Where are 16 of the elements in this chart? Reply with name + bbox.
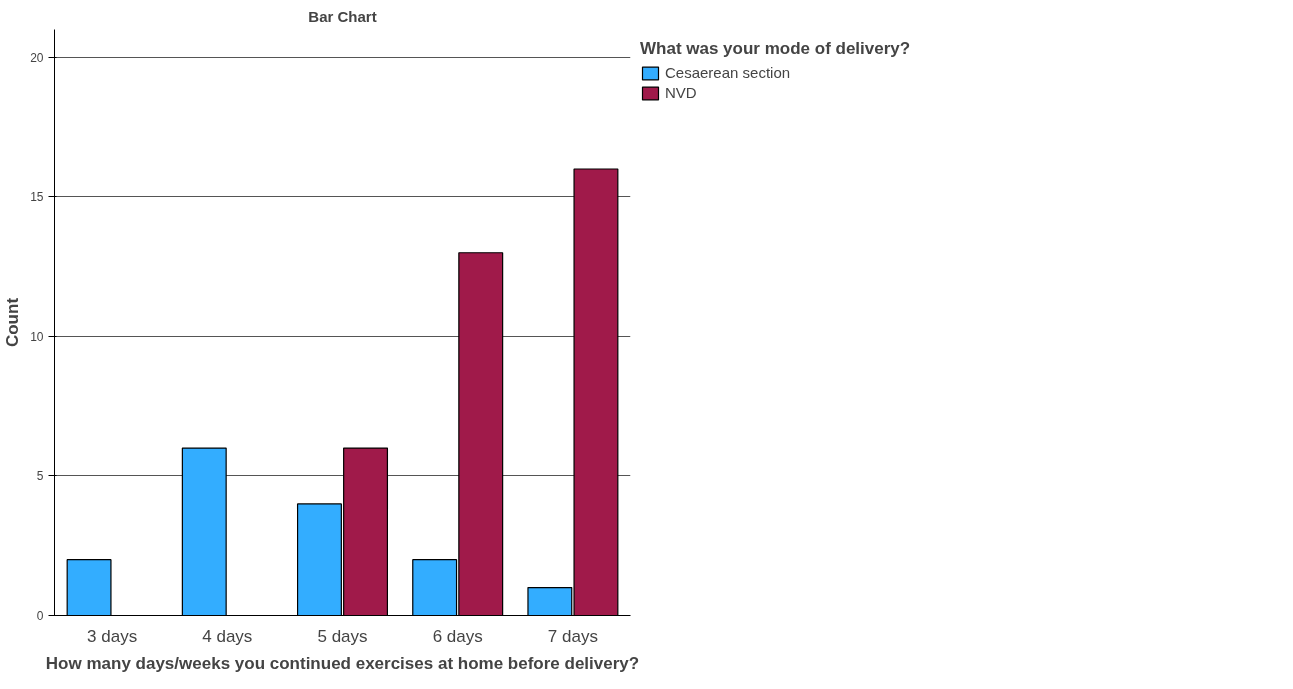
legend-title: What was your mode of delivery? (640, 39, 911, 59)
x-tick-label: 6 days (432, 626, 483, 646)
x-tick-label: 4 days (202, 626, 253, 646)
x-axis-title: How many days/weeks you continued exercises at home before delivery? (45, 653, 640, 673)
legend-label: Cesaerean section (665, 64, 791, 81)
y-axis-title: Count (3, 297, 23, 348)
y-tick-label: 0 (36, 609, 44, 623)
y-tick-label: 20 (30, 50, 44, 65)
x-tick-label: 3 days (87, 626, 138, 646)
x-tick-label: 7 days (547, 626, 598, 646)
chart-title: Bar Chart (308, 7, 377, 25)
y-tick-label: 10 (30, 329, 44, 344)
x-tick-label: 5 days (317, 626, 368, 646)
y-tick-label: 5 (36, 469, 44, 484)
legend-label: NVD (665, 84, 697, 101)
y-tick-label: 15 (30, 190, 44, 205)
